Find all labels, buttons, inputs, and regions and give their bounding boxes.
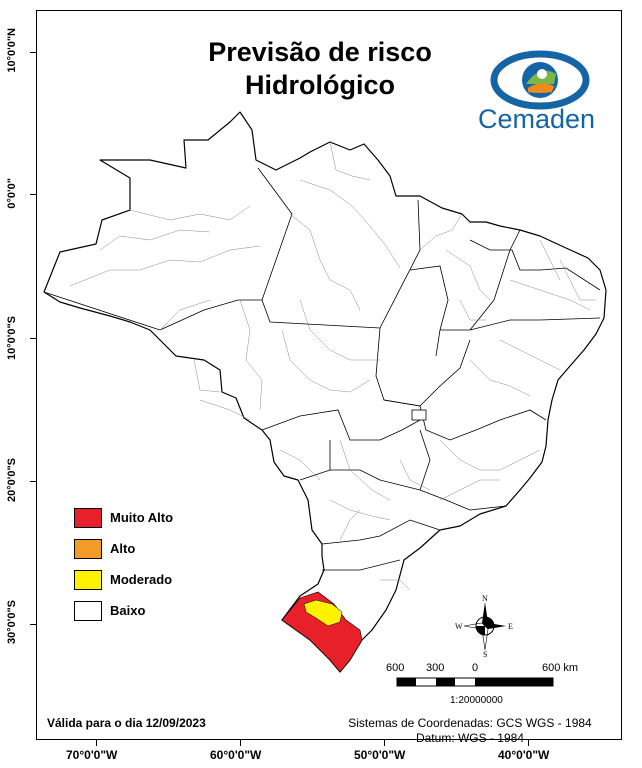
lat-tick	[30, 624, 36, 625]
legend-swatch	[74, 539, 102, 559]
lon-label-40w: 40°0'0"W	[498, 748, 550, 762]
scale-label-0: 0	[472, 662, 479, 674]
lat-tick	[30, 338, 36, 339]
legend-item-alto: Alto	[74, 539, 254, 561]
eye-logo-icon	[490, 50, 590, 110]
validity-date: Válida para o dia 12/09/2023	[47, 716, 206, 730]
risk-area-muito-alto	[281, 591, 363, 673]
brazil-outline	[43, 111, 607, 673]
title-line-1: Previsão de risco	[208, 37, 432, 67]
coordinate-system: Sistemas de Coordenadas: GCS WGS - 1984 …	[330, 716, 610, 746]
lat-tick	[30, 52, 36, 53]
lat-tick	[30, 481, 36, 482]
compass-w: W	[455, 622, 463, 631]
scale-label-600-left: 600	[386, 662, 405, 674]
scale-ratio: 1:20000000	[450, 695, 503, 706]
legend-swatch	[74, 601, 102, 621]
compass-rose-icon	[463, 602, 506, 651]
coordinate-system-line: Sistemas de Coordenadas: GCS WGS - 1984	[348, 716, 592, 730]
legend-swatch	[74, 508, 102, 528]
title-line-2: Hidrológico	[245, 70, 395, 100]
lon-label-50w: 50°0'0"W	[354, 748, 406, 762]
scale-label-300: 300	[426, 662, 445, 674]
scale-bar	[396, 677, 554, 687]
lon-label-60w: 60°0'0"W	[210, 748, 262, 762]
legend-item-baixo: Baixo	[74, 601, 254, 623]
legend-swatch	[74, 570, 102, 590]
compass-n: N	[482, 594, 488, 603]
lon-tick	[384, 740, 385, 746]
federal-district	[411, 409, 427, 421]
legend-item-moderado: Moderado	[74, 570, 254, 592]
datum-line: Datum: WGS - 1984	[415, 731, 525, 745]
legend-label: Moderado	[110, 572, 173, 587]
lon-tick	[96, 740, 97, 746]
legend-label: Baixo	[110, 603, 146, 618]
basin-boundaries	[69, 141, 596, 591]
risk-area-moderado	[303, 599, 343, 627]
legend-label: Muito Alto	[110, 510, 174, 525]
logo-text: Cemaden	[478, 104, 596, 134]
lon-tick	[528, 740, 529, 746]
scale-label-600-km: 600 km	[542, 662, 579, 674]
map-title: Previsão de risco Hidrológico	[150, 36, 490, 102]
lat-tick	[30, 194, 36, 195]
lon-tick	[240, 740, 241, 746]
lon-label-70w: 70°0'0"W	[66, 748, 118, 762]
compass-s: S	[483, 650, 488, 659]
legend-item-muito-alto: Muito Alto	[74, 508, 254, 530]
compass-e: E	[508, 622, 513, 631]
legend-label: Alto	[110, 541, 136, 556]
